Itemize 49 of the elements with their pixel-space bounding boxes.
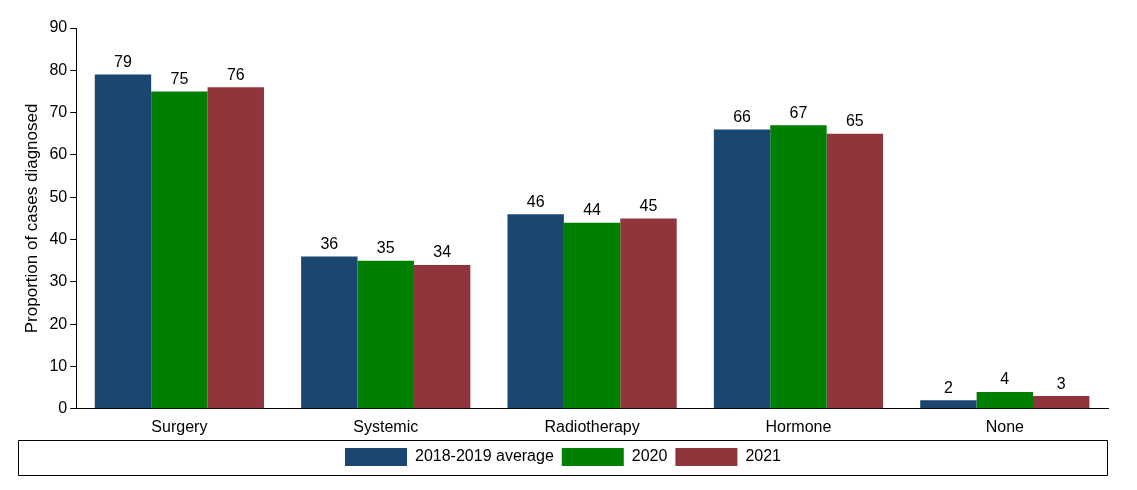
y-tick-label: 50	[49, 187, 68, 205]
bar	[826, 133, 884, 409]
data-label: 76	[226, 65, 245, 83]
bar	[770, 125, 827, 409]
bar	[713, 129, 771, 409]
y-tick-label: 40	[49, 229, 68, 247]
data-label: 45	[639, 196, 658, 214]
data-label: 79	[114, 52, 132, 70]
data-label: 4	[1000, 370, 1010, 388]
data-label: 65	[845, 112, 864, 130]
data-label: 3	[1056, 374, 1066, 392]
data-label: 2	[943, 378, 953, 396]
x-tick-label: None	[985, 417, 1025, 435]
bar	[94, 74, 152, 409]
data-label: 36	[320, 234, 339, 252]
y-tick-label: 70	[49, 103, 68, 121]
x-tick-label: Systemic	[353, 417, 419, 435]
legend-label: 2020	[631, 447, 668, 465]
bar	[620, 218, 677, 409]
legend-label: 2021	[745, 447, 782, 465]
y-tick-label: 20	[49, 314, 68, 332]
bar	[151, 91, 208, 409]
data-label: 66	[733, 107, 752, 125]
bar	[563, 222, 621, 409]
y-tick-label: 10	[49, 356, 68, 374]
bar	[301, 256, 358, 409]
y-axis-title: Proportion of cases diagnosed	[21, 103, 41, 334]
legend-label: 2018-2019 average	[415, 447, 554, 465]
bar	[207, 87, 264, 409]
y-tick-label: 80	[49, 60, 68, 78]
data-label: 46	[526, 192, 545, 210]
bar	[413, 264, 471, 409]
x-tick-label: Hormone	[765, 417, 832, 435]
x-tick-label: Radiotherapy	[544, 417, 640, 435]
bar	[357, 260, 414, 409]
data-label: 35	[376, 239, 395, 257]
data-label: 67	[789, 103, 808, 121]
data-label: 34	[433, 243, 452, 261]
data-label: 75	[170, 69, 189, 87]
x-tick-label: Surgery	[151, 417, 208, 435]
y-tick-label: 90	[49, 18, 68, 36]
bar	[1033, 396, 1090, 409]
bar	[920, 400, 977, 409]
y-tick-label: 0	[58, 399, 68, 417]
data-label: 44	[583, 201, 602, 219]
y-tick-label: 30	[49, 272, 68, 290]
bar	[507, 214, 564, 409]
y-tick-label: 60	[49, 145, 68, 163]
bar	[976, 391, 1034, 409]
